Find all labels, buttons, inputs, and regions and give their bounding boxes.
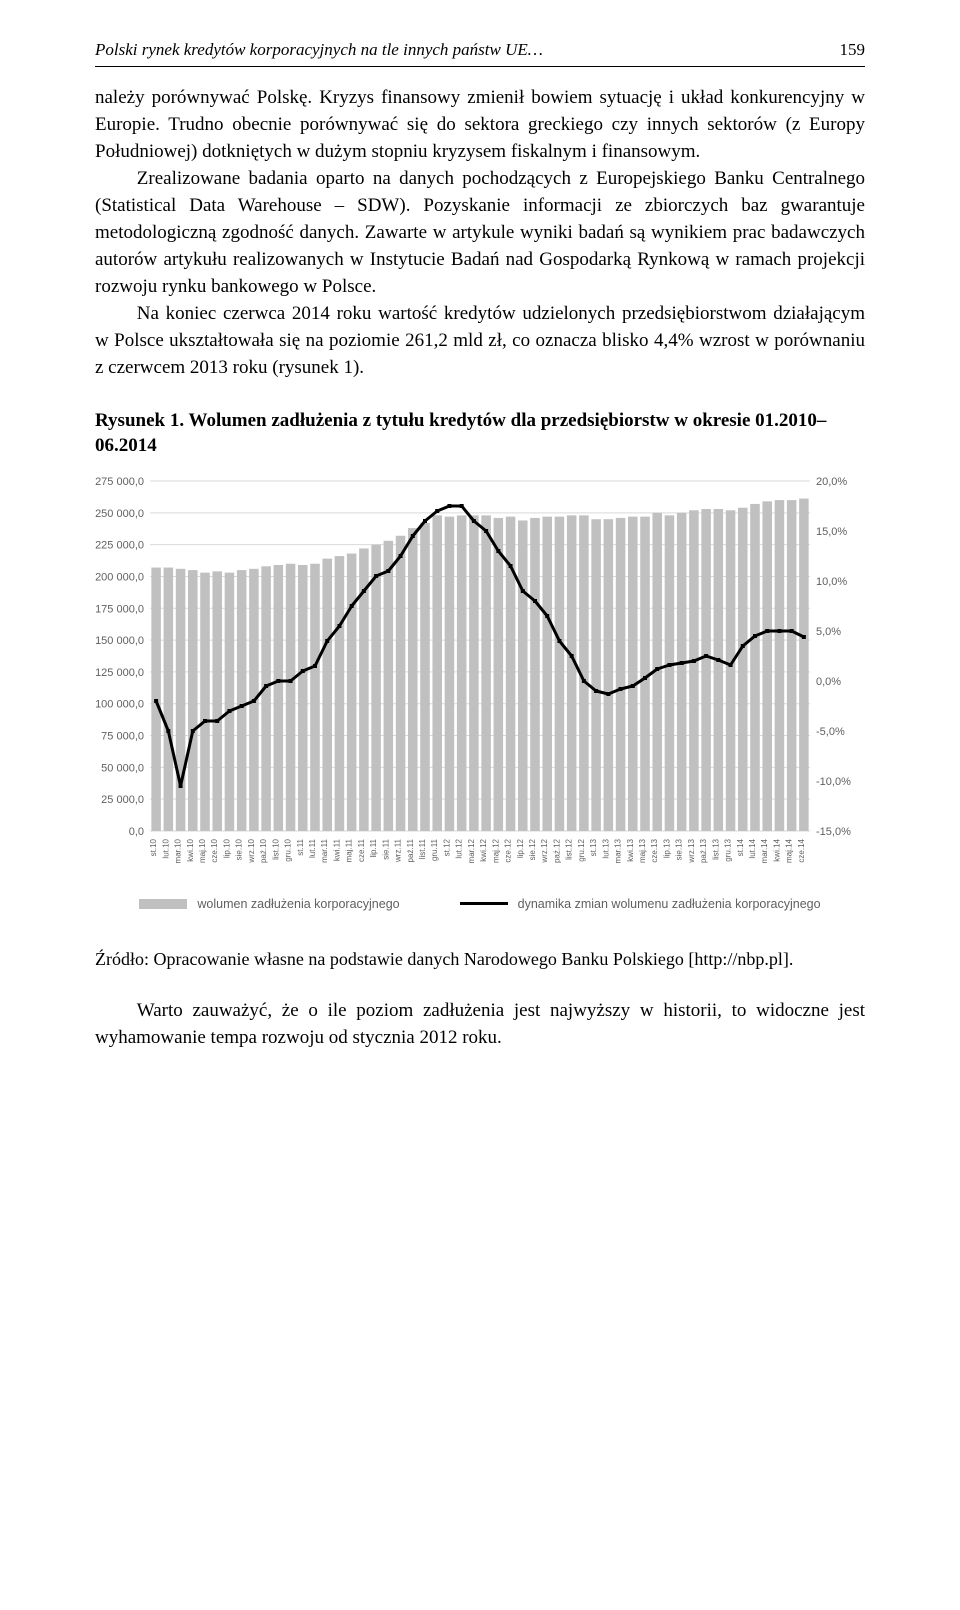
svg-text:gru.12: gru.12 <box>577 838 586 861</box>
svg-text:st.13: st.13 <box>589 838 598 856</box>
running-title: Polski rynek kredytów korporacyjnych na … <box>95 40 810 60</box>
svg-text:-10,0%: -10,0% <box>816 776 851 788</box>
svg-text:st.11: st.11 <box>296 838 305 855</box>
svg-text:200 000,0: 200 000,0 <box>95 571 144 583</box>
svg-text:15,0%: 15,0% <box>816 526 847 538</box>
svg-text:mar.13: mar.13 <box>614 838 623 863</box>
svg-text:paź.12: paź.12 <box>552 838 561 863</box>
paragraph-3: Na koniec czerwca 2014 roku wartość kred… <box>95 301 865 382</box>
svg-text:0,0%: 0,0% <box>816 676 841 688</box>
svg-text:mar.10: mar.10 <box>174 838 183 863</box>
legend-label-line: dynamika zmian wolumenu zadłużenia korpo… <box>518 897 821 911</box>
svg-text:cze.13: cze.13 <box>650 838 659 862</box>
svg-text:maj.14: maj.14 <box>785 838 794 863</box>
svg-text:kwi.12: kwi.12 <box>479 838 488 861</box>
svg-text:25 000,0: 25 000,0 <box>101 794 144 806</box>
svg-text:100 000,0: 100 000,0 <box>95 699 144 711</box>
svg-text:mar.14: mar.14 <box>760 838 769 863</box>
svg-text:kwi.14: kwi.14 <box>772 838 781 861</box>
svg-text:175 000,0: 175 000,0 <box>95 603 144 615</box>
svg-text:maj.10: maj.10 <box>198 838 207 863</box>
figure-source: Źródło: Opracowanie własne na podstawie … <box>95 947 865 972</box>
svg-text:maj.11: maj.11 <box>345 838 354 862</box>
page: Polski rynek kredytów korporacyjnych na … <box>0 0 960 1121</box>
svg-text:lip.13: lip.13 <box>662 838 671 858</box>
paragraph-2: Zrealizowane badania oparto na danych po… <box>95 166 865 301</box>
svg-text:cze.10: cze.10 <box>210 838 219 862</box>
svg-text:list.11: list.11 <box>418 838 427 859</box>
svg-text:20,0%: 20,0% <box>816 476 847 488</box>
svg-text:lut.12: lut.12 <box>455 838 464 858</box>
chart-svg: 0,0 25 000,0 50 000,0 75 000,0 100 000,0 125 … <box>90 471 860 891</box>
page-number: 159 <box>840 40 866 60</box>
svg-text:125 000,0: 125 000,0 <box>95 667 144 679</box>
running-head: Polski rynek kredytów korporacyjnych na … <box>95 40 865 60</box>
svg-text:cze.11: cze.11 <box>357 838 366 862</box>
svg-text:list.10: list.10 <box>271 838 280 859</box>
svg-text:10,0%: 10,0% <box>816 576 847 588</box>
header-rule <box>95 66 865 67</box>
svg-text:275 000,0: 275 000,0 <box>95 476 144 488</box>
svg-text:list.12: list.12 <box>565 838 574 859</box>
svg-text:cze.12: cze.12 <box>504 838 513 862</box>
svg-text:st.14: st.14 <box>736 838 745 856</box>
svg-text:st.12: st.12 <box>442 838 451 856</box>
svg-text:maj.12: maj.12 <box>491 838 500 863</box>
svg-text:cze.14: cze.14 <box>797 838 806 862</box>
svg-text:maj.13: maj.13 <box>638 838 647 863</box>
svg-text:-5,0%: -5,0% <box>816 726 845 738</box>
svg-text:mar.11: mar.11 <box>320 838 329 862</box>
svg-text:sie.13: sie.13 <box>675 838 684 860</box>
paragraph-1: należy porównywać Polskę. Kryzys finanso… <box>95 85 865 166</box>
svg-text:sie.10: sie.10 <box>235 838 244 860</box>
svg-text:50 000,0: 50 000,0 <box>101 762 144 774</box>
svg-text:150 000,0: 150 000,0 <box>95 635 144 647</box>
svg-text:5,0%: 5,0% <box>816 626 841 638</box>
svg-text:paź.11: paź.11 <box>406 838 415 862</box>
svg-text:sie.11: sie.11 <box>381 838 390 859</box>
svg-text:wrz.11: wrz.11 <box>394 838 403 863</box>
svg-text:lip.11: lip.11 <box>369 838 378 857</box>
svg-text:lut.13: lut.13 <box>601 838 610 858</box>
svg-text:gru.10: gru.10 <box>284 838 293 861</box>
svg-text:paź.13: paź.13 <box>699 838 708 863</box>
svg-text:lip.10: lip.10 <box>222 838 231 858</box>
legend-item-bar: wolumen zadłużenia korporacyjnego <box>139 897 399 911</box>
svg-text:gru.11: gru.11 <box>430 838 439 861</box>
legend-swatch-bar <box>139 899 187 909</box>
svg-text:lut.11: lut.11 <box>308 838 317 858</box>
svg-text:kwi.11: kwi.11 <box>332 838 341 861</box>
svg-text:-15,0%: -15,0% <box>816 826 851 838</box>
legend-item-line: dynamika zmian wolumenu zadłużenia korpo… <box>460 897 821 911</box>
legend-label-bar: wolumen zadłużenia korporacyjnego <box>197 897 399 911</box>
svg-text:paź.10: paź.10 <box>259 838 268 863</box>
svg-text:wrz.10: wrz.10 <box>247 838 256 863</box>
svg-text:sie.12: sie.12 <box>528 838 537 860</box>
svg-text:kwi.10: kwi.10 <box>186 838 195 861</box>
svg-text:kwi.13: kwi.13 <box>626 838 635 861</box>
paragraph-final: Warto zauważyć, że o ile poziom zadłużen… <box>95 998 865 1052</box>
chart-legend: wolumen zadłużenia korporacyjnego dynami… <box>95 897 865 911</box>
chart-figure-1: 0,0 25 000,0 50 000,0 75 000,0 100 000,0 125 … <box>90 471 860 891</box>
svg-text:st.10: st.10 <box>149 838 158 856</box>
svg-text:wrz.13: wrz.13 <box>687 838 696 863</box>
svg-text:250 000,0: 250 000,0 <box>95 508 144 520</box>
svg-text:75 000,0: 75 000,0 <box>101 730 144 742</box>
svg-text:wrz.12: wrz.12 <box>540 838 549 863</box>
legend-swatch-line <box>460 902 508 905</box>
figure-caption: Rysunek 1. Wolumen zadłużenia z tytułu k… <box>95 408 865 459</box>
svg-text:lut.10: lut.10 <box>161 838 170 858</box>
svg-text:mar.12: mar.12 <box>467 838 476 863</box>
svg-text:0,0: 0,0 <box>129 826 144 838</box>
svg-text:225 000,0: 225 000,0 <box>95 540 144 552</box>
svg-text:lip.12: lip.12 <box>516 838 525 858</box>
svg-text:list.13: list.13 <box>711 838 720 859</box>
svg-text:gru.13: gru.13 <box>724 838 733 861</box>
svg-text:lut.14: lut.14 <box>748 838 757 858</box>
